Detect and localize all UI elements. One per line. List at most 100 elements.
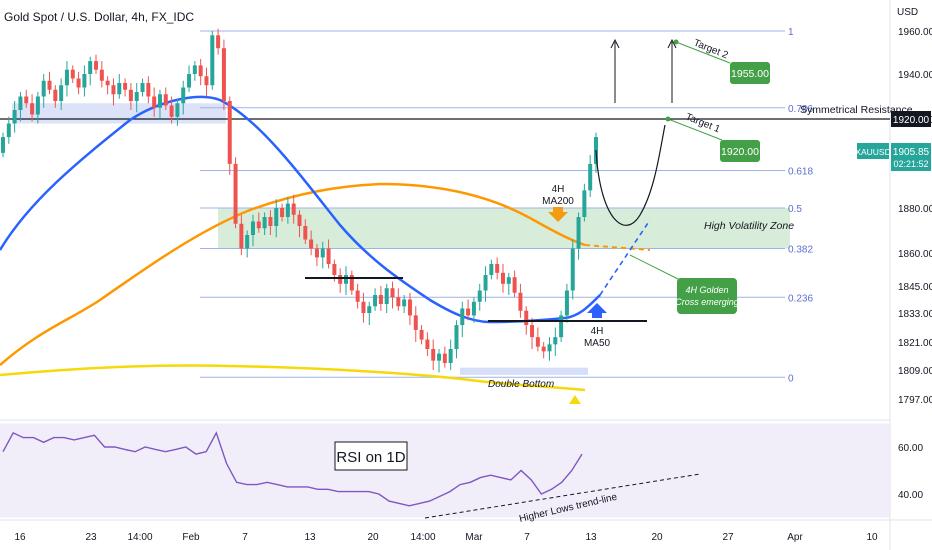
candle-body <box>285 203 290 217</box>
candle-body <box>425 339 430 349</box>
candle-body <box>303 226 308 240</box>
candle-body <box>35 96 40 115</box>
y-tick-label: 1880.00 <box>898 204 932 215</box>
candle-body <box>245 235 250 249</box>
fib-level-label: 0.382 <box>788 245 813 256</box>
candle-body <box>524 310 529 326</box>
candle-body <box>367 306 372 313</box>
candle-body <box>94 61 99 70</box>
y-tick-label: 1797.00 <box>898 395 932 406</box>
candle-body <box>402 299 407 307</box>
candle-body <box>431 349 436 361</box>
candle-body <box>530 325 535 338</box>
fib-level-label: 0.236 <box>788 293 813 304</box>
candle-body <box>18 96 23 110</box>
candle-body <box>314 248 319 258</box>
candle-body <box>41 80 46 97</box>
candle-body <box>547 344 552 352</box>
candle-body <box>227 101 232 164</box>
candle-body <box>59 85 64 101</box>
rsi-tick-label: 60.00 <box>898 443 923 454</box>
ma200-line <box>0 182 586 366</box>
rsi-box-label: RSI on 1D <box>336 449 405 466</box>
fib-level-label: 0 <box>788 373 794 384</box>
resistance-label: Symmetrical Resistance <box>800 104 913 116</box>
x-tick-label: 20 <box>651 532 663 543</box>
projection-arrow-head-2 <box>667 38 677 49</box>
candle-body <box>53 89 58 101</box>
fib-level-label: 0.618 <box>788 167 813 178</box>
candle-body <box>355 290 360 302</box>
candle-body <box>489 264 494 275</box>
ma200-down-arrow <box>548 207 568 222</box>
ma50-annotation-1: 4H <box>591 326 604 337</box>
golden-cross-label-1: 4H Golden <box>685 285 728 295</box>
candle-body <box>6 123 11 138</box>
candle-body <box>76 78 81 88</box>
candle-body <box>291 203 296 215</box>
ma50-annotation-2: MA50 <box>584 338 611 349</box>
chart-title: Gold Spot / U.S. Dollar, 4h, FX_IDC <box>4 10 194 24</box>
candle-body <box>384 288 389 304</box>
candle-body <box>82 74 87 88</box>
target-1-label: Target 1 <box>684 112 722 136</box>
ma200-annotation-2: MA200 <box>542 196 574 207</box>
resistance-price-tag <box>891 111 931 127</box>
target-2-line <box>675 41 731 64</box>
candle-body <box>250 221 255 235</box>
candle-body <box>163 94 168 106</box>
candle-body <box>111 85 116 95</box>
candle-body <box>419 329 424 340</box>
double-bottom-marker <box>569 395 581 404</box>
candle-body <box>146 83 151 97</box>
candle-body <box>588 163 593 191</box>
candle-body <box>169 105 174 117</box>
higher-lows-trendline <box>424 473 701 519</box>
candle-body <box>349 275 354 291</box>
candle-body <box>570 248 575 291</box>
current-price-value: 1905.85 <box>893 147 930 158</box>
candle-body <box>268 217 273 226</box>
candle-body <box>123 83 128 90</box>
target-1-value: 1920.00 <box>721 146 759 158</box>
candle-body <box>332 264 337 275</box>
candle-body <box>47 80 52 90</box>
x-tick-label: 10 <box>866 532 878 543</box>
y-unit-label: USD <box>897 7 918 18</box>
x-tick-label: 13 <box>585 532 597 543</box>
candle-body <box>454 325 459 349</box>
candle-body <box>326 248 331 264</box>
candle-body <box>204 76 209 86</box>
fib-level-label: 1 <box>788 27 794 38</box>
target-1-box <box>720 140 760 162</box>
x-tick-label: 7 <box>524 532 530 543</box>
rsi-box <box>334 441 408 471</box>
projection-path <box>595 124 666 226</box>
candle-body <box>413 315 418 330</box>
candle-body <box>437 353 442 361</box>
candle-body <box>564 290 569 316</box>
y-tick-label: 1940.00 <box>898 70 932 81</box>
rsi-band <box>0 423 890 518</box>
candle-body <box>535 337 540 347</box>
candle-body <box>541 346 546 352</box>
x-tick-label: 14:00 <box>127 532 152 543</box>
zone-label: High Volatility Zone <box>704 220 794 232</box>
ma50-projection <box>599 219 651 296</box>
x-tick-label: 14:00 <box>410 532 435 543</box>
candle-body <box>390 288 395 298</box>
candle-body <box>495 264 500 273</box>
candle-body <box>152 96 157 108</box>
candle-body <box>64 69 69 86</box>
candle-body <box>216 35 221 49</box>
candle-body <box>1 137 5 153</box>
y-tick-label: 1833.00 <box>898 309 932 320</box>
rsi-tick-label: 40.00 <box>898 490 923 501</box>
fib-level-label: 0.5 <box>788 204 802 215</box>
y-tick-label: 1821.00 <box>898 338 932 349</box>
candle-body <box>553 337 558 345</box>
candle-body <box>320 248 325 258</box>
candle-body <box>105 80 110 86</box>
candle-body <box>471 301 476 316</box>
